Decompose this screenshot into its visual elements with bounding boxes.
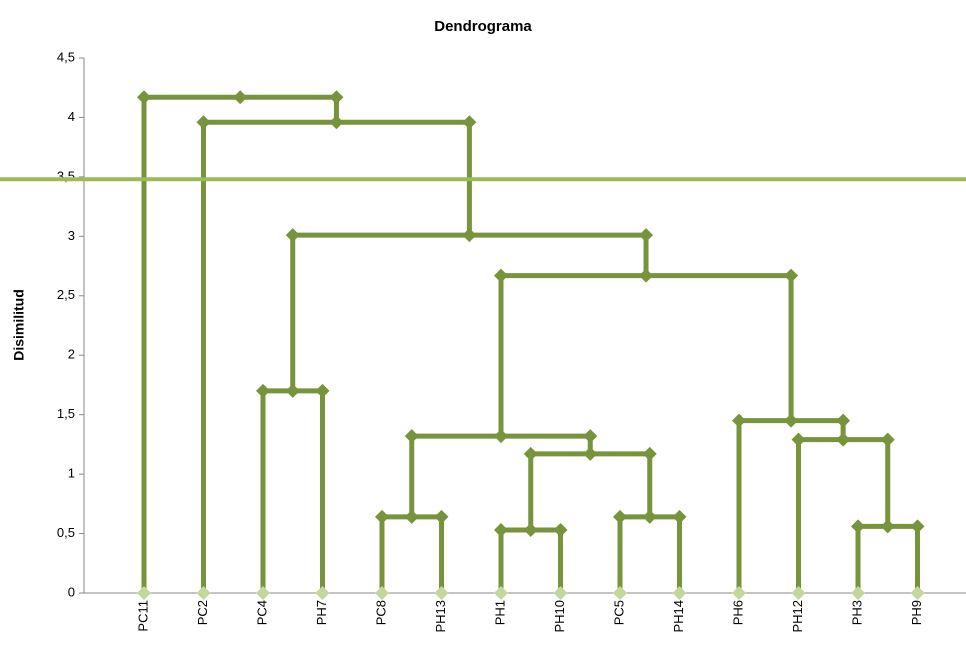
node-marker bbox=[784, 413, 799, 428]
node-marker bbox=[642, 446, 657, 461]
y-tick-label: 0 bbox=[68, 584, 75, 599]
node-marker bbox=[791, 432, 806, 447]
node-marker bbox=[462, 115, 477, 130]
leaf-marker bbox=[910, 586, 925, 600]
x-tick-label: PC4 bbox=[254, 600, 269, 625]
dendrogram-link bbox=[409, 433, 593, 517]
x-tick-label: PC8 bbox=[373, 600, 388, 625]
chart-title: Dendrograma bbox=[434, 18, 532, 35]
dendrogram-link bbox=[260, 388, 325, 593]
node-marker bbox=[836, 413, 851, 428]
node-marker bbox=[285, 228, 300, 243]
leaf-marker bbox=[494, 586, 508, 600]
node-marker bbox=[642, 509, 657, 524]
node-marker bbox=[553, 522, 568, 537]
node-marker bbox=[851, 519, 865, 534]
x-tick-label: PH10 bbox=[552, 600, 567, 633]
leaf-marker bbox=[196, 586, 211, 600]
x-tick-label: PC11 bbox=[135, 600, 150, 632]
y-tick-label: 4 bbox=[68, 109, 75, 124]
node-marker bbox=[523, 522, 538, 537]
node-marker bbox=[639, 268, 654, 283]
node-marker bbox=[404, 429, 419, 444]
node-marker bbox=[375, 509, 389, 524]
node-marker bbox=[732, 413, 746, 428]
node-marker bbox=[137, 90, 151, 105]
dendrogram-link bbox=[379, 514, 444, 593]
x-tick-label: PH6 bbox=[730, 600, 745, 625]
dendrogram-link bbox=[796, 437, 891, 593]
node-marker bbox=[329, 90, 344, 105]
node-marker bbox=[583, 446, 598, 461]
leaf-marker bbox=[315, 586, 330, 600]
dendrogram-link bbox=[498, 273, 794, 437]
leaf-marker bbox=[672, 586, 687, 600]
x-tick-label: PH12 bbox=[790, 600, 805, 633]
node-marker bbox=[315, 383, 330, 398]
leaf-marker bbox=[256, 586, 270, 600]
node-marker bbox=[583, 429, 598, 444]
node-marker bbox=[672, 509, 687, 524]
node-marker bbox=[494, 522, 508, 537]
node-marker bbox=[880, 432, 895, 447]
node-marker bbox=[404, 509, 419, 524]
x-tick-label: PH13 bbox=[433, 600, 448, 633]
node-marker bbox=[434, 509, 449, 524]
node-marker bbox=[285, 383, 300, 398]
y-tick-label: 1 bbox=[68, 466, 75, 481]
node-marker bbox=[784, 268, 799, 283]
x-tick-label: PH1 bbox=[492, 600, 507, 625]
y-axis-label: Disimilitud bbox=[11, 289, 27, 361]
node-marker bbox=[329, 115, 344, 130]
leaf-marker bbox=[137, 586, 151, 600]
leaf-marker bbox=[732, 586, 746, 600]
x-tick-label: PC5 bbox=[611, 600, 626, 625]
node-marker bbox=[836, 432, 851, 447]
y-tick-label: 2,5 bbox=[57, 287, 75, 302]
leaf-marker bbox=[851, 586, 865, 600]
dendrogram-link bbox=[201, 119, 472, 593]
node-marker bbox=[233, 90, 248, 105]
x-tick-label: PC2 bbox=[195, 600, 210, 625]
x-tick-label: PH3 bbox=[849, 600, 864, 625]
dendrogram-link bbox=[498, 527, 563, 593]
node-marker bbox=[256, 383, 270, 398]
x-tick-label: PH7 bbox=[314, 600, 329, 625]
dendrogram-link bbox=[290, 232, 649, 391]
dendrogram-link bbox=[855, 523, 920, 593]
node-marker bbox=[494, 429, 508, 444]
y-tick-label: 1,5 bbox=[57, 406, 75, 421]
leaf-marker bbox=[791, 586, 806, 600]
x-tick-label: PH9 bbox=[909, 600, 924, 625]
node-marker bbox=[910, 519, 925, 534]
node-marker bbox=[494, 268, 508, 283]
node-marker bbox=[523, 446, 538, 461]
dendrogram-link bbox=[736, 418, 846, 593]
node-marker bbox=[462, 228, 477, 243]
dendrogram-link bbox=[141, 94, 339, 593]
y-tick-label: 0,5 bbox=[57, 525, 75, 540]
y-tick-label: 3 bbox=[68, 228, 75, 243]
leaf-marker bbox=[613, 586, 627, 600]
node-marker bbox=[880, 519, 895, 534]
node-marker bbox=[613, 509, 627, 524]
y-tick-label: 4,5 bbox=[57, 49, 75, 64]
node-marker bbox=[639, 228, 654, 243]
node-marker bbox=[196, 115, 211, 130]
y-tick-label: 2 bbox=[68, 347, 75, 362]
x-tick-label: PH14 bbox=[671, 600, 686, 633]
leaf-marker bbox=[434, 586, 449, 600]
leaf-marker bbox=[553, 586, 568, 600]
leaf-marker bbox=[375, 586, 389, 600]
dendrogram-link bbox=[617, 514, 682, 593]
